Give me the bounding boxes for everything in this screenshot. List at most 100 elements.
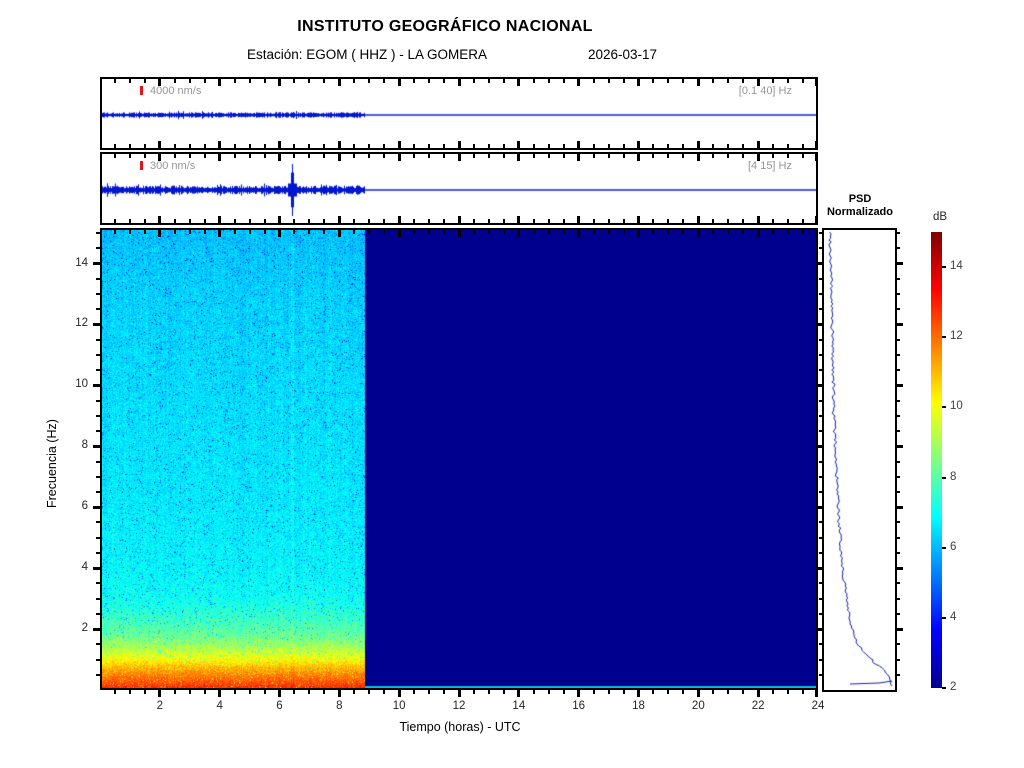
x-tick: [248, 144, 251, 148]
x-tick: [472, 79, 475, 83]
x-tick: [532, 144, 535, 148]
x-tick: [814, 690, 818, 697]
x-tick: [248, 154, 251, 158]
y-tick: [819, 232, 822, 235]
x-tick: [233, 230, 236, 234]
y-tick: [819, 414, 822, 417]
y-tick: [96, 490, 100, 493]
x-tick-label: 18: [632, 700, 645, 712]
x-tick: [487, 154, 490, 158]
x-tick: [547, 690, 550, 694]
x-tick: [772, 219, 775, 223]
x-tick: [712, 219, 715, 223]
x-tick: [323, 690, 326, 694]
colorbar-title: dB: [932, 211, 948, 223]
colorbar-tick: [942, 476, 946, 479]
x-tick: [443, 230, 446, 234]
y-tick: [897, 612, 900, 615]
y-tick: [96, 430, 100, 433]
x-tick: [337, 216, 341, 223]
x-tick: [696, 141, 700, 148]
x-tick: [547, 79, 550, 83]
x-tick: [772, 154, 775, 158]
x-tick: [188, 230, 191, 234]
x-tick: [143, 230, 146, 234]
y-tick: [816, 627, 822, 631]
psd-panel: [822, 228, 897, 692]
x-tick: [413, 144, 416, 148]
x-tick: [772, 690, 775, 694]
x-tick: [562, 79, 565, 83]
spectrogram-canvas: [102, 230, 816, 688]
y-tick: [96, 612, 100, 615]
y-tick: [96, 536, 100, 539]
x-tick: [472, 219, 475, 223]
scale-marker-icon: [140, 161, 143, 170]
x-tick: [562, 230, 565, 234]
colorbar-tick: [942, 266, 946, 269]
x-tick: [188, 690, 191, 694]
x-tick: [173, 230, 176, 234]
y-tick: [897, 338, 900, 341]
x-tick: [128, 219, 131, 223]
x-tick: [622, 219, 625, 223]
x-tick: [547, 154, 550, 158]
x-tick: [592, 690, 595, 694]
scale-label: 4000 nm/s: [150, 85, 202, 97]
x-tick: [443, 219, 446, 223]
x-tick: [278, 141, 281, 148]
x-tick: [637, 141, 640, 148]
psd-title: PSD Normalizado: [826, 193, 893, 218]
x-tick: [547, 230, 550, 234]
x-tick: [682, 690, 685, 694]
x-tick: [517, 230, 521, 237]
x-tick: [308, 230, 311, 234]
y-tick: [819, 475, 822, 478]
y-tick: [897, 292, 900, 295]
seismogram-broadband-canvas: [102, 79, 816, 148]
y-tick: [897, 490, 900, 493]
x-tick: [772, 144, 775, 148]
x-tick: [233, 144, 236, 148]
x-tick: [487, 219, 490, 223]
x-tick: [263, 690, 266, 694]
x-tick: [457, 690, 461, 697]
x-tick: [323, 219, 326, 223]
y-tick: [96, 643, 100, 646]
x-tick: [397, 216, 401, 223]
y-tick: [96, 308, 100, 311]
x-tick: [263, 79, 266, 83]
x-tick: [397, 141, 401, 148]
y-tick: [819, 658, 822, 661]
x-tick: [203, 219, 206, 223]
y-tick: [897, 414, 900, 417]
x-tick: [532, 690, 535, 694]
y-tick: [93, 262, 100, 265]
y-tick-label: 12: [75, 317, 88, 330]
x-tick: [682, 79, 685, 83]
x-tick: [368, 154, 371, 158]
y-tick: [819, 551, 822, 554]
x-tick: [577, 154, 581, 161]
x-tick: [712, 690, 715, 694]
x-tick: [218, 79, 222, 86]
x-tick: [263, 144, 266, 148]
x-tick: [397, 690, 401, 697]
colorbar-tick-label: 12: [950, 330, 963, 343]
psd-canvas: [824, 230, 895, 690]
x-tick-label: 2: [156, 700, 164, 712]
x-tick: [696, 154, 700, 161]
x-tick: [353, 230, 356, 234]
x-tick: [787, 79, 790, 83]
scale-label: 300 nm/s: [150, 160, 196, 172]
x-tick-label: 16: [572, 700, 586, 712]
x-tick: [173, 154, 176, 158]
x-tick: [457, 230, 461, 237]
x-tick: [263, 219, 266, 223]
x-tick: [323, 230, 326, 234]
x-tick: [592, 79, 595, 83]
y-tick: [96, 582, 100, 585]
y-tick-label: 2: [81, 622, 88, 635]
x-tick: [622, 79, 625, 83]
x-tick: [622, 230, 625, 234]
